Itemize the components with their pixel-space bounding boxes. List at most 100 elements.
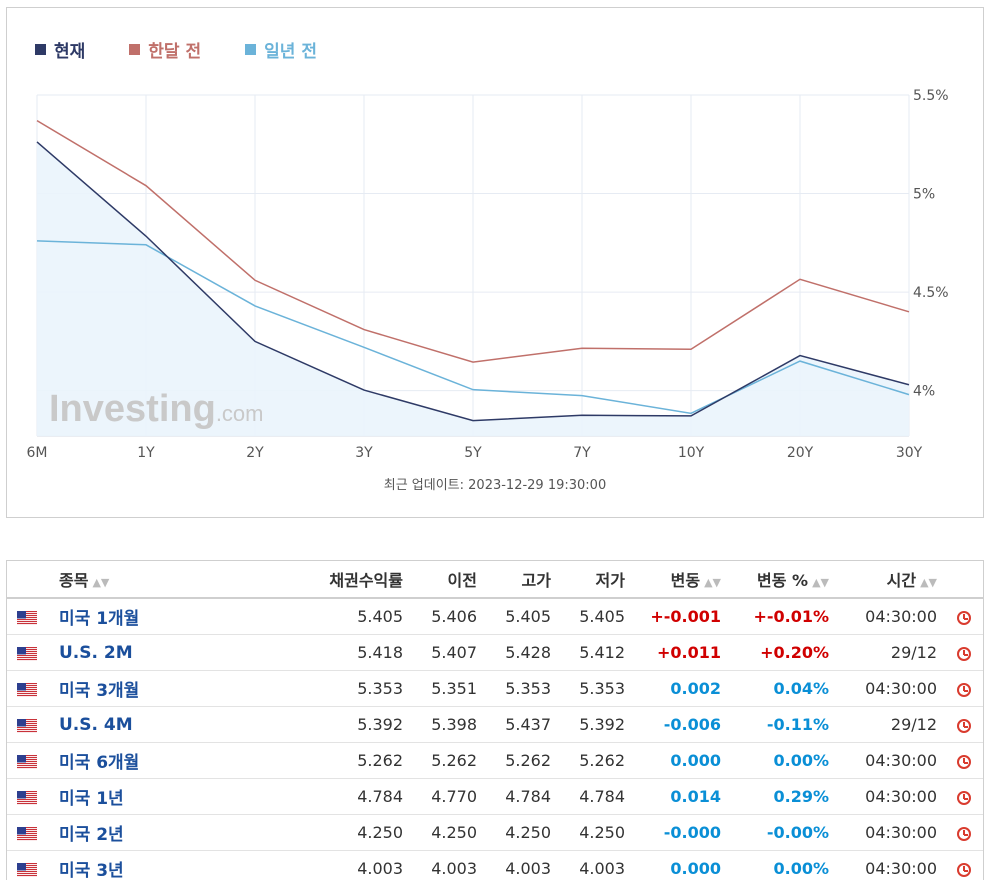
- header-chg-pct[interactable]: 변동 % ▲▼: [729, 561, 837, 598]
- change-pct-cell: 0.29%: [729, 779, 837, 815]
- clock-icon[interactable]: [957, 827, 971, 841]
- flag-cell: [7, 743, 47, 779]
- y-tick-label: 4%: [913, 384, 935, 400]
- change-pct-cell: +-0.01%: [729, 598, 837, 635]
- us-flag-icon: [17, 791, 37, 805]
- time-cell: 04:30:00: [837, 815, 945, 851]
- change-cell: -0.006: [633, 707, 729, 743]
- yield-cell: 5.262: [283, 743, 411, 779]
- bond-name-link[interactable]: 미국 1년: [47, 779, 283, 815]
- clock-icon[interactable]: [957, 683, 971, 697]
- bond-name-link[interactable]: 미국 6개월: [47, 743, 283, 779]
- y-tick-label: 4.5%: [913, 285, 949, 301]
- high-cell: 5.262: [485, 743, 559, 779]
- clock-icon[interactable]: [957, 719, 971, 733]
- bond-name-link[interactable]: 미국 1개월: [47, 598, 283, 635]
- alert-cell: [945, 779, 983, 815]
- alert-cell: [945, 851, 983, 880]
- change-pct-cell: 0.04%: [729, 671, 837, 707]
- low-cell: 5.392: [559, 707, 633, 743]
- clock-icon[interactable]: [957, 611, 971, 625]
- high-cell: 5.353: [485, 671, 559, 707]
- y-tick-label: 5%: [913, 187, 935, 203]
- time-cell: 04:30:00: [837, 671, 945, 707]
- header-alert: [945, 561, 983, 598]
- sort-icon: ▲▼: [812, 576, 829, 589]
- prev-cell: 4.770: [411, 779, 485, 815]
- time-cell: 29/12: [837, 635, 945, 671]
- bond-name-link[interactable]: 미국 3개월: [47, 671, 283, 707]
- change-pct-cell: +0.20%: [729, 635, 837, 671]
- prev-cell: 4.250: [411, 815, 485, 851]
- alert-cell: [945, 743, 983, 779]
- prev-cell: 4.003: [411, 851, 485, 880]
- alert-cell: [945, 707, 983, 743]
- low-cell: 4.250: [559, 815, 633, 851]
- table-header-row: 종목▲▼ 채권수익률 이전 고가 저가 변동▲▼ 변동 %▲▼ 시간▲▼: [7, 561, 983, 598]
- header-name-label: 종목: [59, 571, 88, 590]
- change-cell: +-0.001: [633, 598, 729, 635]
- clock-icon[interactable]: [957, 755, 971, 769]
- flag-cell: [7, 779, 47, 815]
- clock-icon[interactable]: [957, 863, 971, 877]
- header-low: 저가: [559, 561, 633, 598]
- low-cell: 4.003: [559, 851, 633, 880]
- header-time-label: 시간: [887, 571, 916, 590]
- header-chg-pct-label: 변동 %: [757, 571, 808, 590]
- header-prev: 이전: [411, 561, 485, 598]
- flag-cell: [7, 635, 47, 671]
- header-yield: 채권수익률: [283, 561, 411, 598]
- low-cell: 5.353: [559, 671, 633, 707]
- x-tick-label: 1Y: [137, 445, 155, 461]
- sort-icon: ▲▼: [92, 576, 109, 589]
- clock-icon[interactable]: [957, 791, 971, 805]
- prev-cell: 5.398: [411, 707, 485, 743]
- header-high: 고가: [485, 561, 559, 598]
- us-flag-icon: [17, 827, 37, 841]
- sort-icon: ▲▼: [704, 576, 721, 589]
- change-pct-cell: -0.11%: [729, 707, 837, 743]
- bond-name-link[interactable]: 미국 3년: [47, 851, 283, 880]
- bond-table-panel: 종목▲▼ 채권수익률 이전 고가 저가 변동▲▼ 변동 %▲▼ 시간▲▼ 미국 …: [6, 560, 984, 880]
- x-tick-label: 2Y: [246, 445, 264, 461]
- prev-cell: 5.407: [411, 635, 485, 671]
- change-cell: -0.000: [633, 815, 729, 851]
- high-cell: 5.405: [485, 598, 559, 635]
- change-pct-cell: 0.00%: [729, 743, 837, 779]
- time-cell: 04:30:00: [837, 851, 945, 880]
- low-cell: 5.405: [559, 598, 633, 635]
- low-cell: 4.784: [559, 779, 633, 815]
- yield-cell: 5.418: [283, 635, 411, 671]
- change-pct-cell: -0.00%: [729, 815, 837, 851]
- header-chg[interactable]: 변동▲▼: [633, 561, 729, 598]
- yield-cell: 4.784: [283, 779, 411, 815]
- us-flag-icon: [17, 683, 37, 697]
- bond-name-link[interactable]: U.S. 2M: [47, 635, 283, 671]
- header-time[interactable]: 시간▲▼: [837, 561, 945, 598]
- change-cell: 0.000: [633, 743, 729, 779]
- high-cell: 5.428: [485, 635, 559, 671]
- yield-cell: 4.250: [283, 815, 411, 851]
- header-name[interactable]: 종목 ▲▼: [7, 561, 283, 598]
- yield-cell: 4.003: [283, 851, 411, 880]
- x-tick-label: 30Y: [896, 445, 923, 461]
- bond-name-link[interactable]: 미국 2년: [47, 815, 283, 851]
- time-cell: 04:30:00: [837, 598, 945, 635]
- time-cell: 04:30:00: [837, 779, 945, 815]
- change-cell: +0.011: [633, 635, 729, 671]
- x-tick-label: 5Y: [464, 445, 482, 461]
- flag-cell: [7, 851, 47, 880]
- high-cell: 5.437: [485, 707, 559, 743]
- bond-name-link[interactable]: U.S. 4M: [47, 707, 283, 743]
- x-tick-label: 10Y: [678, 445, 705, 461]
- clock-icon[interactable]: [957, 647, 971, 661]
